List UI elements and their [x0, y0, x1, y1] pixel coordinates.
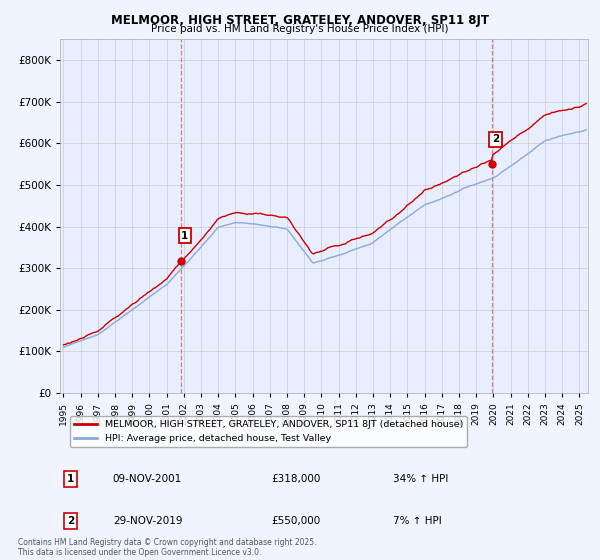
- Text: 2: 2: [67, 516, 74, 526]
- Text: 29-NOV-2019: 29-NOV-2019: [113, 516, 182, 526]
- Text: Price paid vs. HM Land Registry's House Price Index (HPI): Price paid vs. HM Land Registry's House …: [151, 24, 449, 34]
- Legend: MELMOOR, HIGH STREET, GRATELEY, ANDOVER, SP11 8JT (detached house), HPI: Average: MELMOOR, HIGH STREET, GRATELEY, ANDOVER,…: [70, 417, 467, 447]
- Text: 7% ↑ HPI: 7% ↑ HPI: [392, 516, 442, 526]
- Text: 2: 2: [491, 134, 499, 144]
- Text: 1: 1: [67, 474, 74, 484]
- Text: Contains HM Land Registry data © Crown copyright and database right 2025.
This d: Contains HM Land Registry data © Crown c…: [18, 538, 317, 557]
- Text: 09-NOV-2001: 09-NOV-2001: [113, 474, 182, 484]
- Text: £318,000: £318,000: [271, 474, 320, 484]
- Text: £550,000: £550,000: [271, 516, 320, 526]
- Text: MELMOOR, HIGH STREET, GRATELEY, ANDOVER, SP11 8JT: MELMOOR, HIGH STREET, GRATELEY, ANDOVER,…: [111, 14, 489, 27]
- Text: 1: 1: [181, 231, 188, 241]
- Text: 34% ↑ HPI: 34% ↑ HPI: [392, 474, 448, 484]
